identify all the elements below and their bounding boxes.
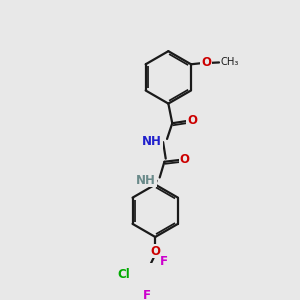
Text: O: O <box>187 114 197 127</box>
Text: F: F <box>160 255 168 268</box>
Text: F: F <box>143 289 151 300</box>
Text: CH₃: CH₃ <box>220 57 239 68</box>
Text: NH: NH <box>142 135 162 148</box>
Text: NH: NH <box>136 174 156 187</box>
Text: O: O <box>180 153 190 166</box>
Text: O: O <box>201 56 211 70</box>
Text: O: O <box>150 245 160 258</box>
Text: Cl: Cl <box>117 268 130 281</box>
